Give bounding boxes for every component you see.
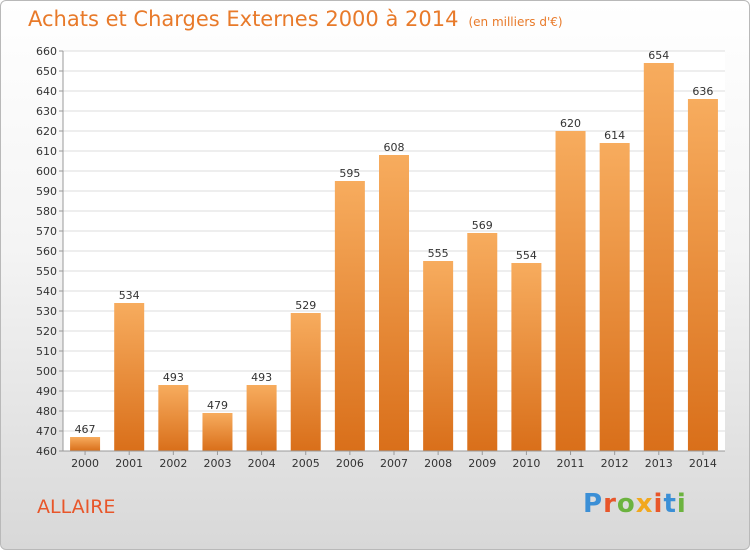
y-tick-label: 520: [36, 325, 57, 338]
x-tick-label-2014: 2014: [689, 457, 717, 470]
data-label-2001: 534: [119, 289, 140, 302]
bar-2005: [290, 313, 321, 451]
commune-name: ALLAIRE: [37, 496, 116, 518]
y-tick-label: 560: [36, 245, 57, 258]
x-tick-label-2004: 2004: [248, 457, 276, 470]
y-tick-label: 630: [36, 105, 57, 118]
y-tick-label: 620: [36, 125, 57, 138]
data-label-2007: 608: [384, 141, 405, 154]
bars: [70, 63, 718, 451]
data-label-2011: 620: [560, 117, 581, 130]
y-tick-label: 660: [36, 45, 57, 58]
bar-2002: [158, 385, 189, 451]
y-tick-label: 490: [36, 385, 57, 398]
bar-2001: [114, 303, 145, 451]
chart-title: Achats et Charges Externes 2000 à 2014 (e…: [28, 7, 563, 31]
y-tick-label: 600: [36, 165, 57, 178]
x-tick-label-2005: 2005: [292, 457, 320, 470]
data-label-2014: 636: [692, 85, 713, 98]
chart-title-unit: (en milliers d'€): [468, 15, 563, 29]
proxiti-logo: Proxiti: [583, 489, 687, 519]
data-label-2013: 654: [648, 49, 669, 62]
bar-2003: [202, 413, 233, 451]
bar-2011: [555, 131, 586, 451]
bar-2009: [467, 233, 498, 451]
y-tick-label: 540: [36, 285, 57, 298]
bar-2012: [599, 143, 630, 451]
data-label-2004: 493: [251, 371, 272, 384]
data-label-2003: 479: [207, 399, 228, 412]
bar-2007: [379, 155, 409, 451]
y-tick-label: 510: [36, 345, 57, 358]
data-label-2008: 555: [428, 247, 449, 260]
chart-title-main: Achats et Charges Externes 2000 à 2014: [28, 7, 459, 31]
bar-2013: [643, 63, 674, 451]
data-label-2005: 529: [295, 299, 316, 312]
y-tick-label: 570: [36, 225, 57, 238]
logo-letter: r: [603, 489, 617, 519]
data-labels: 467 534 493 479 493 529 595 608 555 569 554 620 614 6…: [75, 49, 714, 436]
logo-letter: x: [635, 489, 654, 519]
data-label-2009: 569: [472, 219, 493, 232]
x-tick-label-2007: 2007: [380, 457, 408, 470]
y-axis-ticks: 460 470 480 490 500 510 520 530 540 550 560 570 580 5…: [36, 45, 63, 458]
y-tick-label: 550: [36, 265, 57, 278]
y-tick-label: 650: [36, 65, 57, 78]
bar-2000: [70, 437, 101, 451]
y-tick-label: 500: [36, 365, 57, 378]
x-tick-label-2006: 2006: [336, 457, 364, 470]
x-axis-ticks: 2000 2001 2002 2003 2004 2005 2006 2007 2008 2009…: [71, 451, 717, 470]
y-tick-label: 590: [36, 185, 57, 198]
data-label-2012: 614: [604, 129, 625, 142]
data-label-2002: 493: [163, 371, 184, 384]
logo-letter: P: [583, 489, 604, 519]
y-tick-label: 610: [36, 145, 57, 158]
logo-letter: i: [653, 489, 664, 519]
y-tick-label: 530: [36, 305, 57, 318]
x-tick-label-2000: 2000: [71, 457, 99, 470]
x-tick-label-2011: 2011: [557, 457, 585, 470]
x-tick-label-2010: 2010: [512, 457, 540, 470]
x-tick-label-2008: 2008: [424, 457, 452, 470]
y-tick-label: 460: [36, 445, 57, 458]
logo-letter: o: [616, 489, 636, 519]
data-label-2000: 467: [75, 423, 96, 436]
logo-letter: i: [676, 489, 687, 519]
bar-2010: [511, 263, 542, 451]
bar-2006: [334, 181, 365, 451]
y-tick-label: 470: [36, 425, 57, 438]
bar-2008: [423, 261, 454, 451]
x-tick-label-2002: 2002: [159, 457, 187, 470]
y-tick-label: 480: [36, 405, 57, 418]
data-label-2006: 595: [339, 167, 360, 180]
x-tick-label-2003: 2003: [203, 457, 231, 470]
bar-2004: [246, 385, 277, 451]
x-tick-label-2001: 2001: [115, 457, 143, 470]
bar-2014: [687, 99, 718, 451]
x-tick-label-2012: 2012: [601, 457, 629, 470]
y-tick-label: 580: [36, 205, 57, 218]
y-tick-label: 640: [36, 85, 57, 98]
data-label-2010: 554: [516, 249, 537, 262]
logo-letter: t: [663, 489, 677, 519]
x-tick-label-2013: 2013: [645, 457, 673, 470]
x-tick-label-2009: 2009: [468, 457, 496, 470]
